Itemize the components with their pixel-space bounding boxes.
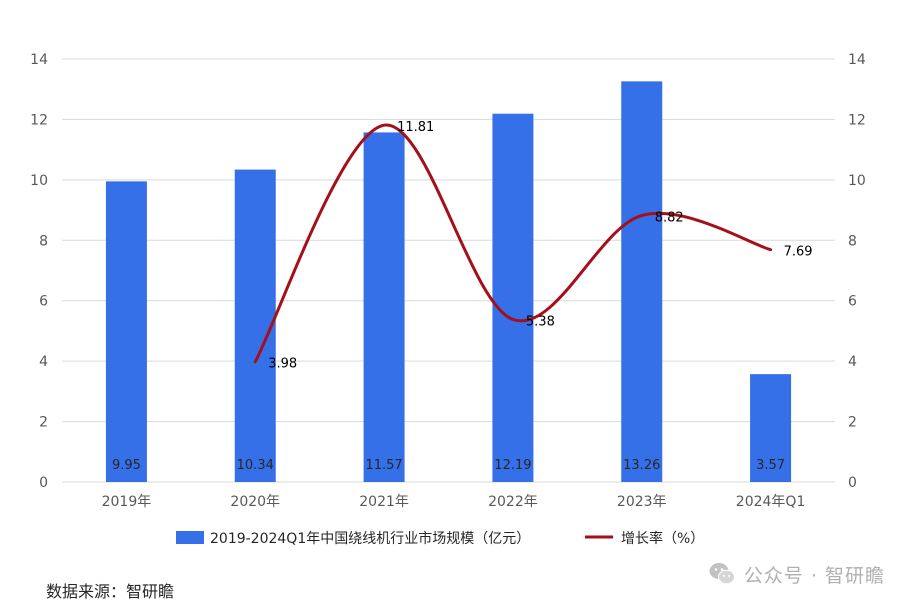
y2-tick-label: 6 [848, 294, 857, 310]
watermark: 公众号 · 智研瞻 [708, 560, 885, 588]
line-data-label: 5.38 [526, 314, 555, 329]
bar-series: 9.95 10.34 11.57 12.19 13.26 3.57 [105, 81, 792, 482]
y-tick-label: 6 [39, 294, 48, 310]
line-data-label: 7.69 [784, 245, 813, 260]
x-tick-label: 2022年 [488, 494, 538, 510]
y-tick-label: 4 [39, 354, 48, 370]
bar-data-label: 13.26 [623, 458, 660, 473]
line-data-label: 3.98 [268, 357, 297, 372]
y2-tick-label: 14 [848, 52, 866, 68]
bar [492, 113, 534, 482]
left-y-axis: 0 2 4 6 8 10 12 14 [30, 52, 48, 491]
x-tick-label: 2023年 [617, 494, 667, 510]
bar-data-label: 11.57 [365, 458, 402, 473]
x-tick-label: 2024年Q1 [736, 494, 806, 510]
bar-data-label: 10.34 [237, 458, 274, 473]
gridlines [62, 58, 835, 483]
legend: 2019-2024Q1年中国绕线机行业市场规模（亿元） 增长率（%） [176, 530, 704, 547]
bar [363, 132, 405, 482]
y2-tick-label: 4 [848, 354, 857, 370]
y-tick-label: 12 [30, 112, 48, 128]
bar [105, 181, 147, 482]
y-tick-label: 2 [39, 415, 48, 431]
bar [750, 374, 792, 482]
line-series: 3.98 11.81 5.38 8.82 7.69 [253, 120, 813, 372]
bar [234, 169, 276, 482]
x-tick-label: 2021年 [359, 494, 409, 510]
source-text: 数据来源：智研瞻 [46, 582, 175, 601]
y2-tick-label: 12 [848, 112, 866, 128]
y-tick-label: 0 [39, 475, 48, 491]
chart: 0 2 4 6 8 10 12 14 0 2 4 6 8 10 12 14 9.95 10.34 11.57 12… [30, 52, 866, 547]
right-y-axis: 0 2 4 6 8 10 12 14 [848, 52, 866, 491]
y-tick-label: 10 [30, 173, 48, 189]
y2-tick-label: 10 [848, 173, 866, 189]
wechat-icon [709, 563, 735, 585]
bar-data-label: 12.19 [494, 458, 531, 473]
x-tick-label: 2019年 [102, 494, 152, 510]
y-tick-label: 8 [39, 233, 48, 249]
y2-tick-label: 2 [848, 415, 857, 431]
y2-tick-label: 0 [848, 475, 857, 491]
y2-tick-label: 8 [848, 233, 857, 249]
legend-label-bar: 2019-2024Q1年中国绕线机行业市场规模（亿元） [210, 530, 530, 547]
legend-label-line: 增长率（%） [621, 530, 704, 547]
x-axis: 2019年 2020年 2021年 2022年 2023年 2024年Q1 [102, 494, 806, 510]
legend-swatch-bar [176, 531, 204, 544]
growth-rate-line [253, 123, 773, 364]
bar-data-label: 9.95 [112, 458, 141, 473]
line-data-label: 8.82 [655, 211, 684, 226]
watermark-text: 公众号 · 智研瞻 [743, 564, 885, 587]
y-tick-label: 14 [30, 52, 48, 68]
bar-data-label: 3.57 [756, 458, 785, 473]
line-data-label: 11.81 [397, 120, 434, 135]
bar [621, 81, 663, 482]
x-tick-label: 2020年 [230, 494, 280, 510]
